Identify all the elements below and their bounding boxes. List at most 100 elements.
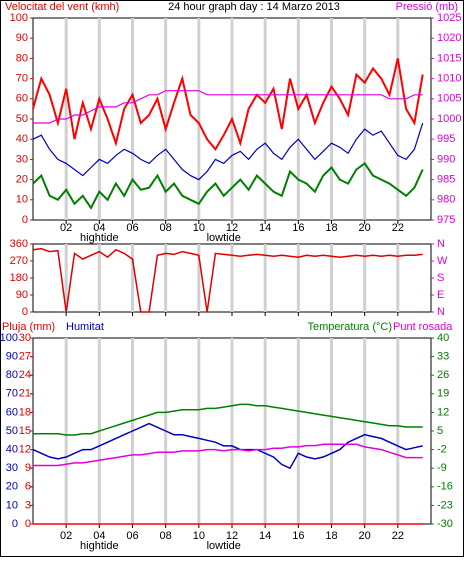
y-tick-label: 90: [16, 289, 28, 301]
y-tick-label: 20: [16, 174, 28, 186]
y2-tick-label: 990: [437, 153, 455, 165]
y-tick-label: 10: [6, 499, 18, 511]
y2-tick-label: 1000: [437, 113, 461, 125]
rain-label: Pluja (mm): [2, 321, 55, 333]
chart-title: 24 hour graph day : 14 Marzo 2013: [168, 1, 340, 13]
y-tick-label: 0: [22, 214, 28, 226]
annotation: lowtide: [207, 232, 241, 244]
y-tick-label: 60: [6, 406, 18, 418]
y3-tick-label: 6: [25, 481, 31, 493]
x-tick-label: 04: [93, 530, 105, 542]
series-line: [32, 247, 423, 313]
y2-tick-label: -9: [437, 462, 447, 474]
series-line: [32, 422, 423, 470]
y-tick-label: 0: [12, 518, 18, 530]
x-tick-label: 16: [292, 530, 304, 542]
y-tick-label: 70: [16, 73, 28, 85]
y-tick-label: 50: [6, 425, 18, 437]
dewpoint-label: Punt rosada: [393, 321, 453, 333]
x-tick-label: 18: [325, 530, 337, 542]
y-tick-label: 80: [16, 52, 28, 64]
y-tick-label: 50: [16, 113, 28, 125]
y-tick-label: 100: [10, 12, 28, 24]
y-tick-label: 270: [10, 255, 28, 267]
pressure-label: Pressió (mb): [396, 1, 458, 13]
y2-tick-label: W: [437, 255, 448, 267]
y-tick-label: 40: [16, 133, 28, 145]
y2-tick-label: S: [437, 272, 444, 284]
y-tick-label: 30: [6, 462, 18, 474]
y3-tick-label: 24: [19, 369, 31, 381]
y2-tick-label: N: [437, 306, 445, 318]
y2-tick-label: 1025: [437, 12, 461, 24]
series-line: [33, 90, 423, 124]
temperature-label: Temperatura (°C): [308, 321, 392, 333]
series-line: [33, 403, 423, 436]
x-tick-label: 02: [60, 530, 72, 542]
y3-tick-label: 9: [25, 462, 31, 474]
x-tick-label: 06: [126, 530, 138, 542]
y2-tick-label: 1015: [437, 52, 461, 64]
y2-tick-label: E: [437, 289, 444, 301]
y2-tick-label: -2: [437, 444, 447, 456]
series-line: [32, 161, 424, 210]
y2-tick-label: 33: [437, 351, 449, 363]
y2-tick-label: 26: [437, 369, 449, 381]
y-tick-label: 100: [0, 332, 18, 344]
x-tick-label: 04: [93, 222, 105, 234]
x-tick-label: 12: [226, 222, 238, 234]
y2-tick-label: 995: [437, 133, 455, 145]
y2-tick-label: 985: [437, 174, 455, 186]
wind-label: Velocitat del vent (kmh): [5, 1, 119, 13]
x-tick-label: 22: [392, 222, 404, 234]
y2-tick-label: 980: [437, 194, 455, 206]
y3-tick-label: 3: [25, 499, 31, 511]
x-tick-label: 10: [193, 530, 205, 542]
x-tick-label: 14: [259, 222, 271, 234]
y-tick-label: 90: [16, 32, 28, 44]
annotation: hightide: [80, 540, 119, 552]
y2-tick-label: 5: [437, 425, 443, 437]
y2-tick-label: -23: [437, 499, 453, 511]
y-tick-label: 90: [6, 351, 18, 363]
y2-tick-label: 1020: [437, 32, 461, 44]
y3-tick-label: 27: [19, 351, 31, 363]
y3-tick-label: 21: [19, 388, 31, 400]
x-tick-label: 10: [193, 222, 205, 234]
y-tick-label: 70: [6, 388, 18, 400]
y2-tick-label: 19: [437, 388, 449, 400]
humidity-label: Humitat: [66, 321, 104, 333]
y2-tick-label: 40: [437, 332, 449, 344]
y-tick-label: 0: [22, 306, 28, 318]
x-tick-label: 08: [160, 530, 172, 542]
y3-tick-label: 15: [19, 425, 31, 437]
x-tick-label: 16: [292, 222, 304, 234]
annotation: hightide: [80, 232, 119, 244]
y2-tick-label: 12: [437, 406, 449, 418]
y3-tick-label: 0: [25, 518, 31, 530]
annotation: lowtide: [207, 540, 241, 552]
x-tick-label: 08: [160, 222, 172, 234]
series-line: [32, 122, 424, 181]
y-tick-label: 180: [10, 272, 28, 284]
x-tick-label: 20: [359, 530, 371, 542]
series-line: [32, 58, 424, 152]
y2-tick-label: 975: [437, 214, 455, 226]
y2-tick-label: 1010: [437, 73, 461, 85]
series-line: [33, 443, 423, 467]
y-tick-label: 10: [16, 194, 28, 206]
x-tick-label: 12: [226, 530, 238, 542]
x-tick-label: 20: [359, 222, 371, 234]
y3-tick-label: 30: [19, 332, 31, 344]
y2-tick-label: -30: [437, 518, 453, 530]
y2-tick-label: -16: [437, 481, 453, 493]
x-tick-label: 18: [325, 222, 337, 234]
x-tick-label: 22: [392, 530, 404, 542]
y3-tick-label: 18: [19, 406, 31, 418]
y-tick-label: 30: [16, 153, 28, 165]
x-tick-label: 02: [60, 222, 72, 234]
x-tick-label: 14: [259, 530, 271, 542]
y2-tick-label: 1005: [437, 93, 461, 105]
y-tick-label: 60: [16, 93, 28, 105]
